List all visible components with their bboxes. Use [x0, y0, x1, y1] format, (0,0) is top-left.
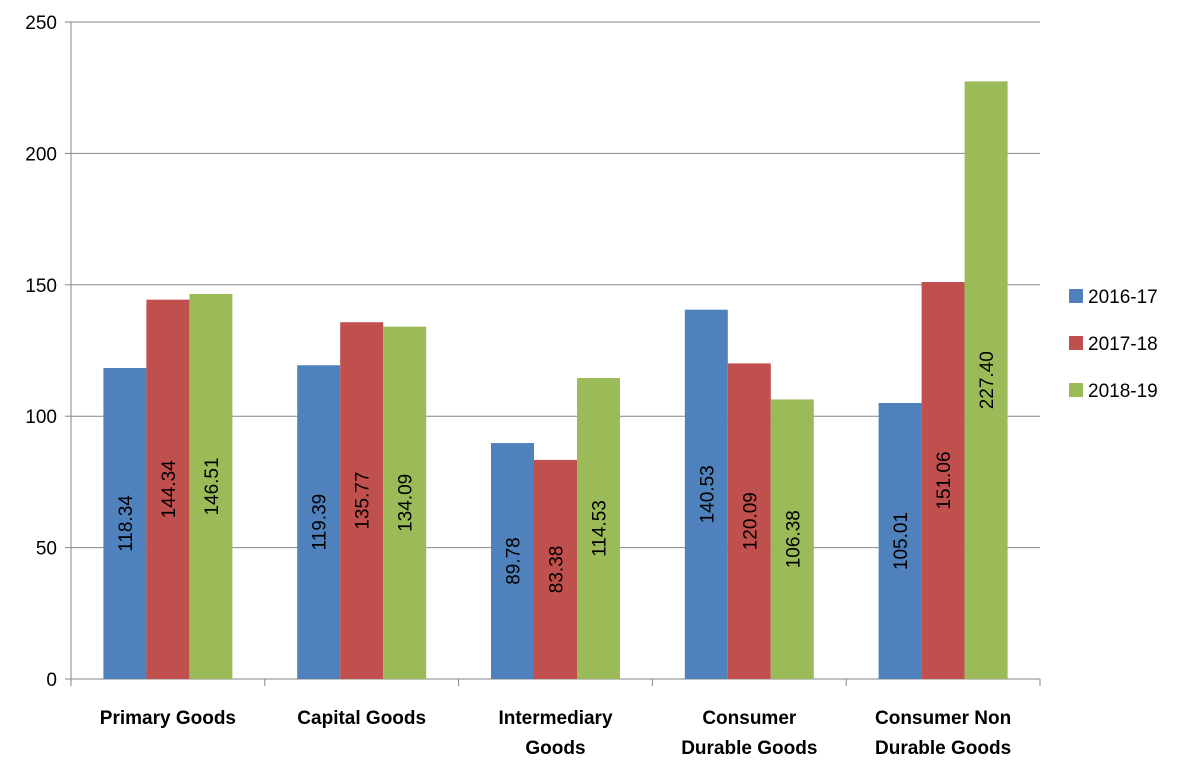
data-label: 114.53	[590, 500, 611, 557]
bar	[103, 368, 147, 679]
bar	[383, 326, 427, 679]
x-category-label: Consumer	[702, 708, 797, 729]
x-category-label: Primary Goods	[100, 708, 236, 729]
bar	[534, 459, 577, 679]
data-label: 140.53	[697, 465, 718, 523]
data-label: 89.78	[504, 537, 525, 585]
legend-label: 2017-18	[1088, 334, 1158, 355]
data-label: 151.06	[934, 451, 955, 509]
x-category-label: Consumer Non	[875, 708, 1011, 729]
data-label: 105.01	[891, 512, 912, 570]
bar	[189, 293, 233, 679]
data-label: 119.39	[310, 494, 331, 551]
legend-swatch	[1069, 383, 1083, 397]
bar	[770, 399, 814, 679]
legend-label: 2016-17	[1088, 287, 1158, 308]
x-category-label: Goods	[525, 738, 585, 759]
bar	[491, 443, 534, 679]
data-label: 106.38	[783, 510, 804, 568]
data-label: 227.40	[977, 351, 998, 409]
y-tick-label: 100	[25, 407, 57, 428]
data-label: 120.09	[740, 492, 761, 550]
bar	[921, 282, 965, 679]
bar	[964, 81, 1008, 679]
y-tick-label: 0	[46, 670, 57, 691]
bar	[727, 363, 771, 679]
y-tick-label: 150	[25, 276, 57, 297]
bar	[577, 378, 620, 679]
y-tick-label: 250	[25, 13, 57, 34]
bar	[878, 403, 922, 679]
legend-label: 2018-19	[1088, 381, 1158, 402]
y-tick-label: 50	[36, 539, 57, 560]
bar	[340, 322, 384, 679]
data-label: 135.77	[353, 472, 374, 530]
data-label: 144.34	[159, 460, 180, 519]
data-label: 118.34	[116, 495, 137, 552]
y-tick-label: 200	[25, 144, 57, 165]
bar	[297, 365, 341, 679]
x-category-label: Intermediary	[498, 708, 612, 729]
x-category-label: Durable Goods	[681, 738, 817, 759]
data-label: 146.51	[202, 457, 223, 515]
data-label: 83.38	[547, 546, 568, 594]
bar	[146, 299, 190, 679]
legend-swatch	[1069, 289, 1083, 303]
bar	[684, 309, 728, 679]
data-label: 134.09	[396, 474, 417, 532]
x-category-label: Capital Goods	[297, 708, 426, 729]
x-category-label: Durable Goods	[875, 738, 1011, 759]
legend-swatch	[1069, 336, 1083, 350]
